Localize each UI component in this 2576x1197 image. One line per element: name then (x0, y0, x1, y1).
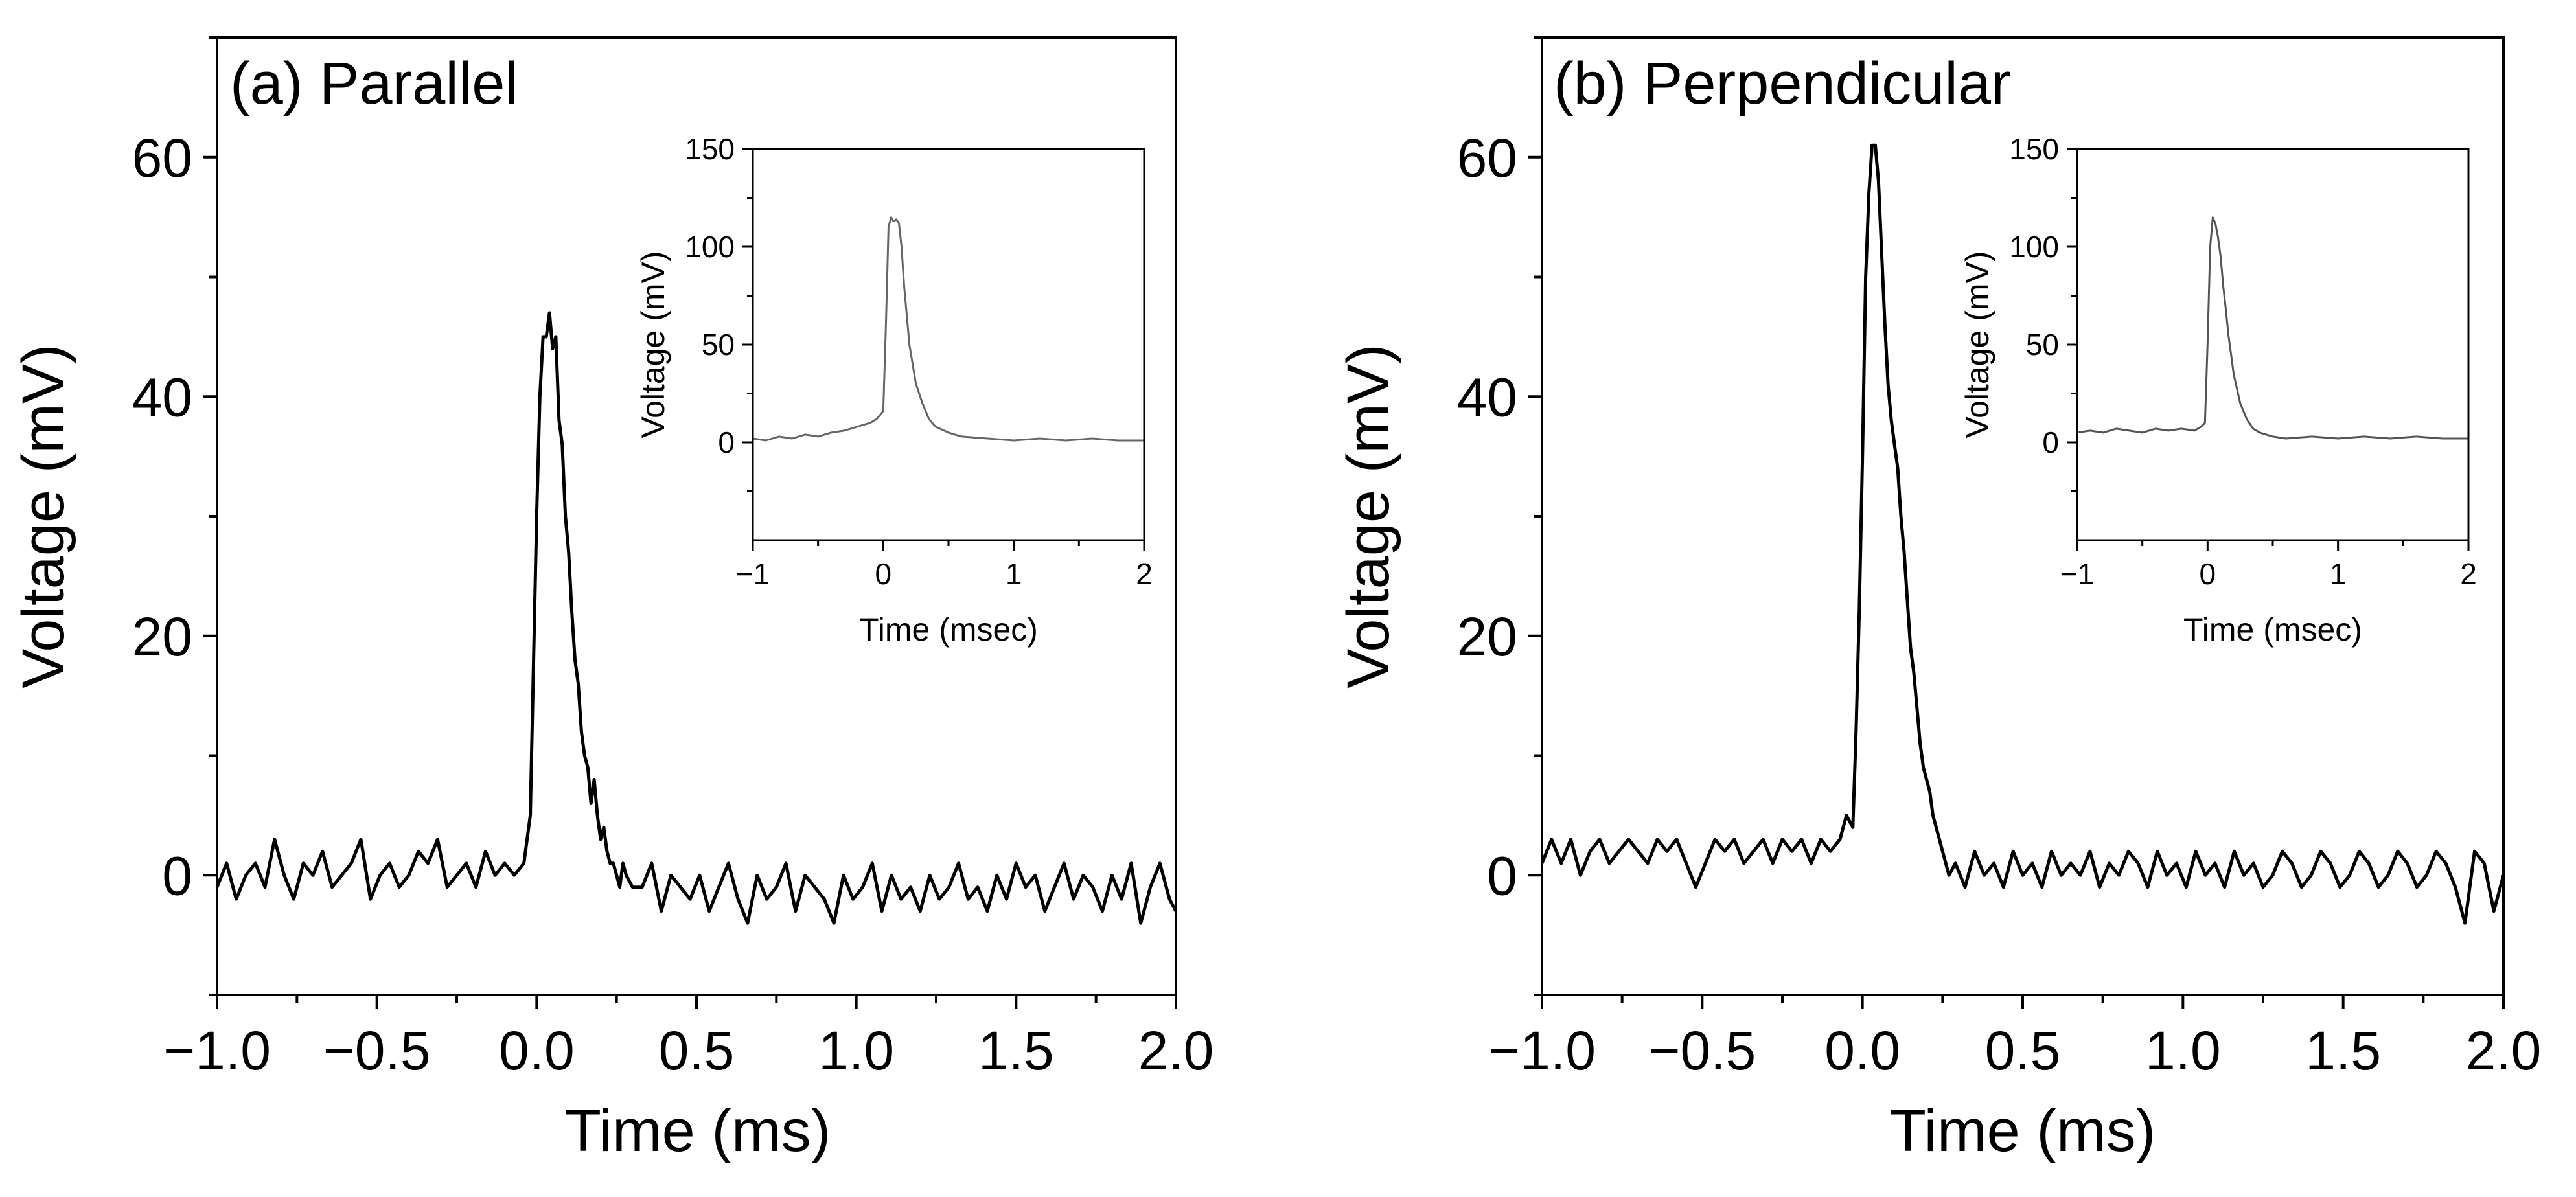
panel-b-x-axis-title: Time (ms) (1890, 1098, 2156, 1164)
panel-b-title: (b) Perpendicular (1554, 51, 2011, 117)
inset-a-y-tick-label: 100 (685, 230, 735, 264)
panel-b-x-tick-label: 0.0 (1824, 1020, 1900, 1081)
inset-b-y-axis-title: Voltage (mV) (1959, 251, 1995, 438)
panel-b-x-tick-label: 1.5 (2305, 1020, 2381, 1081)
panel-a-x-tick-label: 0.5 (659, 1020, 735, 1081)
panel-b-series-line (1540, 143, 2505, 925)
panel-a-y-tick-label: 20 (132, 606, 192, 667)
panel-b-x-tick-label: 0.5 (1985, 1020, 2061, 1081)
panel-a-y-axis-title: Voltage (mV) (10, 344, 76, 689)
inset-b-plot-frame (2076, 148, 2470, 542)
inset-b-y-tick-label: 100 (2009, 230, 2059, 264)
panel-b-x-tick-label: −1.0 (1488, 1020, 1596, 1081)
panel-a-y-tick-label: 0 (162, 845, 192, 906)
panel-a-plot-frame (216, 36, 1177, 996)
inset-a-series-line (752, 216, 1144, 442)
inset-b-x-tick-label: −1 (2060, 557, 2094, 591)
panel-b-y-tick-label: 20 (1457, 606, 1517, 667)
panel-a-series-line (215, 311, 1178, 925)
inset-b-x-tick-label: 1 (2330, 557, 2347, 591)
inset-a-plot-frame (752, 148, 1145, 542)
inset-a-x-tick-label: 1 (1006, 557, 1022, 591)
inset-a: −1 0 1 2 0 50 100 150 Time (msec) Voltage (mV) (635, 132, 1153, 648)
panel-a-x-tick-label: −0.5 (323, 1020, 431, 1081)
inset-a-y-tick-label: 150 (685, 132, 735, 166)
panel-a-x-axis-title: Time (ms) (565, 1098, 831, 1164)
panel-b-y-tick-label: 60 (1457, 128, 1517, 188)
panel-b-y-tick-label: 40 (1457, 367, 1517, 428)
panel-a-x-tick-label: 2.0 (1138, 1020, 1214, 1081)
inset-b-x-axis-title: Time (msec) (2183, 611, 2362, 648)
inset-b-series-line (2076, 216, 2468, 440)
panel-a-y-tick-label: 40 (132, 367, 192, 428)
inset-a-x-tick-label: 0 (875, 557, 892, 591)
panel-b-x-tick-label: −0.5 (1648, 1020, 1756, 1081)
inset-b-y-tick-label: 0 (2042, 426, 2059, 459)
inset-a-y-tick-label: 50 (702, 328, 735, 361)
panel-a-x-tick-label: 1.0 (818, 1020, 894, 1081)
panel-a-y-tick-label: 60 (132, 128, 192, 188)
panel-a-x-tick-label: −1.0 (163, 1020, 271, 1081)
inset-a-y-tick-label: 0 (718, 426, 735, 459)
panel-b-x-tick-label: 2.0 (2466, 1020, 2542, 1081)
inset-a-x-axis-title: Time (msec) (859, 611, 1038, 648)
inset-b: −1 0 1 2 0 50 100 150 Time (msec) Voltage (mV) (1959, 132, 2477, 648)
inset-b-x-tick-label: 0 (2200, 557, 2216, 591)
panel-b-y-axis-title: Voltage (mV) (1335, 344, 1401, 689)
inset-a-x-tick-label: −1 (736, 557, 770, 591)
panel-a-title: (a) Parallel (230, 51, 518, 117)
inset-b-x-tick-label: 2 (2460, 557, 2477, 591)
inset-a-x-tick-label: 2 (1136, 557, 1153, 591)
inset-a-y-axis-title: Voltage (mV) (635, 251, 671, 438)
panel-b-x-tick-label: 1.0 (2145, 1020, 2221, 1081)
panel-b-y-tick-label: 0 (1487, 845, 1517, 906)
inset-b-y-tick-label: 150 (2009, 132, 2059, 166)
inset-b-y-tick-label: 50 (2026, 328, 2059, 361)
panel-a-x-tick-label: 1.5 (978, 1020, 1054, 1081)
panel-a-x-tick-label: 0.0 (499, 1020, 575, 1081)
